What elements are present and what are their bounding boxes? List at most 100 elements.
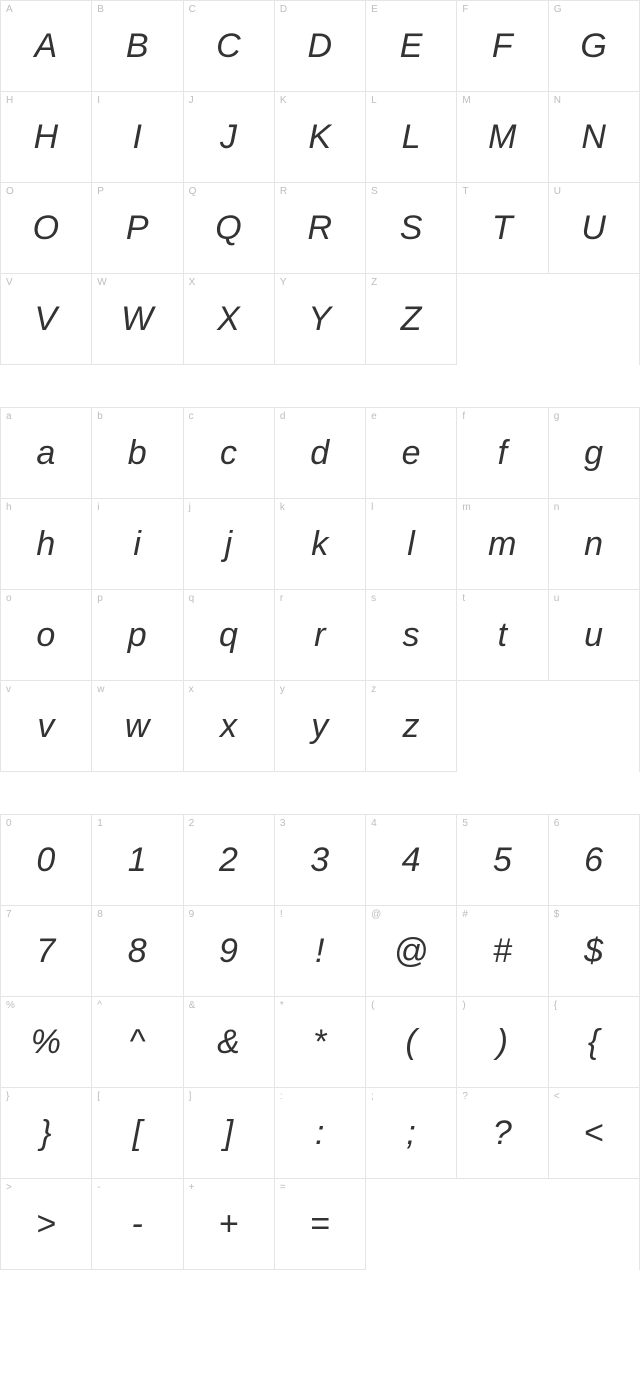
glyph-cell: aa	[1, 408, 92, 499]
glyph-label: y	[280, 685, 285, 695]
glyph-label: D	[280, 5, 287, 15]
glyph-cell: pp	[92, 590, 183, 681]
glyph-cell: %%	[1, 997, 92, 1088]
glyph-display: O	[33, 211, 60, 245]
glyph-display: g	[584, 436, 603, 470]
glyph-display: 7	[36, 934, 55, 968]
glyph-label: !	[280, 910, 283, 920]
glyph-cell: nn	[549, 499, 640, 590]
glyph-label: r	[280, 594, 283, 604]
glyph-display: +	[219, 1207, 239, 1241]
glyph-display: 2	[219, 843, 238, 877]
glyph-label: F	[462, 5, 468, 15]
glyph-label: >	[6, 1183, 12, 1193]
glyph-cell: YY	[275, 274, 366, 365]
glyph-grid: AABBCCDDEEFFGGHHIIJJKKLLMMNNOOPPQQRRSSTT…	[0, 0, 640, 365]
glyph-cell: ))	[457, 997, 548, 1088]
glyph-label: S	[371, 187, 378, 197]
glyph-label: Y	[280, 278, 287, 288]
glyph-label: $	[554, 910, 560, 920]
glyph-cell: ##	[457, 906, 548, 997]
glyph-display: c	[220, 436, 238, 470]
glyph-label: -	[97, 1183, 100, 1193]
glyph-cell: >>	[1, 1179, 92, 1270]
glyph-cell: VV	[1, 274, 92, 365]
glyph-cell: ll	[366, 499, 457, 590]
section-lowercase: aabbccddeeffgghhiijjkkllmmnnooppqqrrsstt…	[0, 407, 640, 772]
glyph-display: N	[581, 120, 606, 154]
glyph-label: )	[462, 1001, 465, 1011]
glyph-label: E	[371, 5, 378, 15]
glyph-display: q	[219, 618, 238, 652]
glyph-display: $	[584, 934, 603, 968]
glyph-display: I	[132, 120, 142, 154]
glyph-display: T	[492, 211, 513, 245]
glyph-display: {	[588, 1025, 600, 1059]
glyph-label: 0	[6, 819, 12, 829]
glyph-label: g	[554, 412, 560, 422]
glyph-display: 1	[128, 843, 147, 877]
glyph-label: Q	[189, 187, 197, 197]
glyph-cell: ==	[275, 1179, 366, 1270]
glyph-cell: ??	[457, 1088, 548, 1179]
glyph-display: U	[581, 211, 606, 245]
glyph-label: @	[371, 910, 381, 920]
glyph-cell: jj	[184, 499, 275, 590]
glyph-label: 1	[97, 819, 103, 829]
glyph-label: H	[6, 96, 13, 106]
glyph-cell: 22	[184, 815, 275, 906]
glyph-cell: CC	[184, 1, 275, 92]
glyph-cell: XX	[184, 274, 275, 365]
glyph-display: [	[132, 1116, 142, 1150]
glyph-cell: 44	[366, 815, 457, 906]
glyph-label: N	[554, 96, 561, 106]
glyph-display: b	[128, 436, 147, 470]
glyph-cell: ;;	[366, 1088, 457, 1179]
glyph-display: L	[402, 120, 421, 154]
glyph-display: A	[35, 29, 58, 63]
glyph-label: *	[280, 1001, 284, 1011]
glyph-cell: ff	[457, 408, 548, 499]
glyph-display: Y	[308, 302, 331, 336]
glyph-cell: EE	[366, 1, 457, 92]
glyph-cell: ]]	[184, 1088, 275, 1179]
empty-cell	[549, 681, 640, 772]
glyph-label: 9	[189, 910, 195, 920]
glyph-display: P	[126, 211, 149, 245]
glyph-display: x	[220, 709, 238, 743]
glyph-label: T	[462, 187, 468, 197]
glyph-display: f	[498, 436, 508, 470]
glyph-label: J	[189, 96, 194, 106]
glyph-cell: 55	[457, 815, 548, 906]
glyph-display: :	[315, 1116, 325, 1150]
glyph-display: E	[400, 29, 423, 63]
glyph-label: p	[97, 594, 103, 604]
glyph-cell: ZZ	[366, 274, 457, 365]
glyph-display: d	[310, 436, 329, 470]
glyph-label: x	[189, 685, 194, 695]
glyph-cell: rr	[275, 590, 366, 681]
glyph-cell: GG	[549, 1, 640, 92]
glyph-display: *	[313, 1025, 327, 1059]
glyph-cell: 88	[92, 906, 183, 997]
glyph-display: !	[315, 934, 325, 968]
glyph-cell: AA	[1, 1, 92, 92]
glyph-label: b	[97, 412, 103, 422]
glyph-cell: gg	[549, 408, 640, 499]
glyph-label: A	[6, 5, 13, 15]
glyph-display: Q	[215, 211, 242, 245]
glyph-label: B	[97, 5, 104, 15]
glyph-cell: ss	[366, 590, 457, 681]
glyph-label: W	[97, 278, 106, 288]
glyph-label: c	[189, 412, 194, 422]
glyph-cell: }}	[1, 1088, 92, 1179]
glyph-display: )	[497, 1025, 509, 1059]
glyph-cell: DD	[275, 1, 366, 92]
glyph-cell: --	[92, 1179, 183, 1270]
glyph-cell: ^^	[92, 997, 183, 1088]
glyph-label: G	[554, 5, 562, 15]
empty-cell	[457, 1179, 548, 1270]
glyph-display: o	[36, 618, 55, 652]
glyph-label: O	[6, 187, 14, 197]
glyph-cell: UU	[549, 183, 640, 274]
